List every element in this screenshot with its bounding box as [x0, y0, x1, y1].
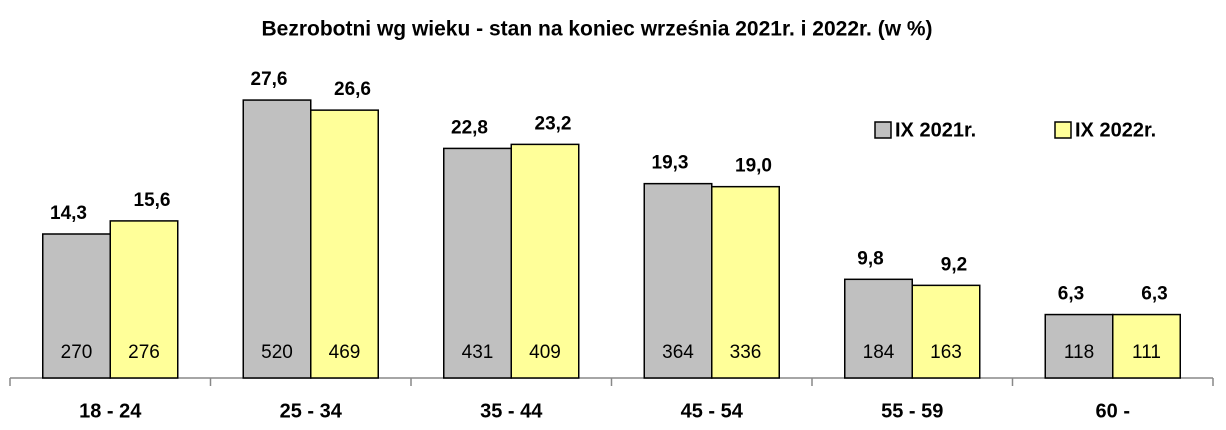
x-tick-label: 55 - 59 — [881, 400, 943, 422]
count-label: 469 — [329, 342, 361, 363]
chart-title: Bezrobotni wg wieku - stan na koniec wrz… — [261, 18, 932, 41]
bar — [242, 99, 312, 379]
bar — [42, 233, 111, 379]
data-label: 14,3 — [50, 203, 87, 224]
data-label: 6,3 — [1058, 284, 1084, 305]
legend-label: IX 2022r. — [1075, 119, 1156, 141]
x-tick-label: 60 - — [1096, 400, 1130, 422]
count-label: 111 — [1132, 342, 1161, 363]
bar — [510, 143, 580, 379]
data-label: 23,2 — [535, 113, 572, 134]
count-label: 336 — [730, 342, 762, 363]
count-label: 118 — [1064, 342, 1094, 363]
data-label: 26,6 — [334, 79, 371, 100]
count-label: 520 — [261, 342, 293, 363]
count-label: 409 — [529, 342, 561, 363]
legend-swatch — [1054, 121, 1072, 139]
count-label: 364 — [662, 342, 694, 363]
count-label: 163 — [930, 342, 962, 363]
data-label: 27,6 — [251, 69, 288, 90]
x-tick-label: 25 - 34 — [280, 400, 343, 422]
bar — [844, 278, 913, 379]
data-label: 6,3 — [1141, 284, 1167, 305]
legend-label: IX 2021r. — [895, 119, 976, 141]
data-label: 9,8 — [857, 248, 883, 269]
bar — [109, 220, 179, 379]
bar — [310, 109, 379, 379]
count-label: 184 — [863, 342, 895, 363]
x-tick-label: 18 - 24 — [79, 400, 142, 422]
bar — [1044, 313, 1114, 379]
x-tick-label: 45 - 54 — [681, 400, 744, 422]
data-label: 22,8 — [451, 117, 488, 138]
count-label: 270 — [61, 342, 93, 363]
data-label: 15,6 — [134, 190, 171, 211]
data-label: 9,2 — [941, 254, 967, 275]
data-label: 19,0 — [735, 156, 772, 177]
data-label: 19,3 — [652, 153, 689, 174]
count-label: 276 — [128, 342, 160, 363]
bar — [711, 185, 780, 379]
legend-swatch — [874, 121, 892, 139]
bar — [911, 284, 981, 379]
count-label: 431 — [462, 342, 494, 363]
x-tick-label: 35 - 44 — [480, 400, 543, 422]
bar — [1112, 313, 1181, 379]
